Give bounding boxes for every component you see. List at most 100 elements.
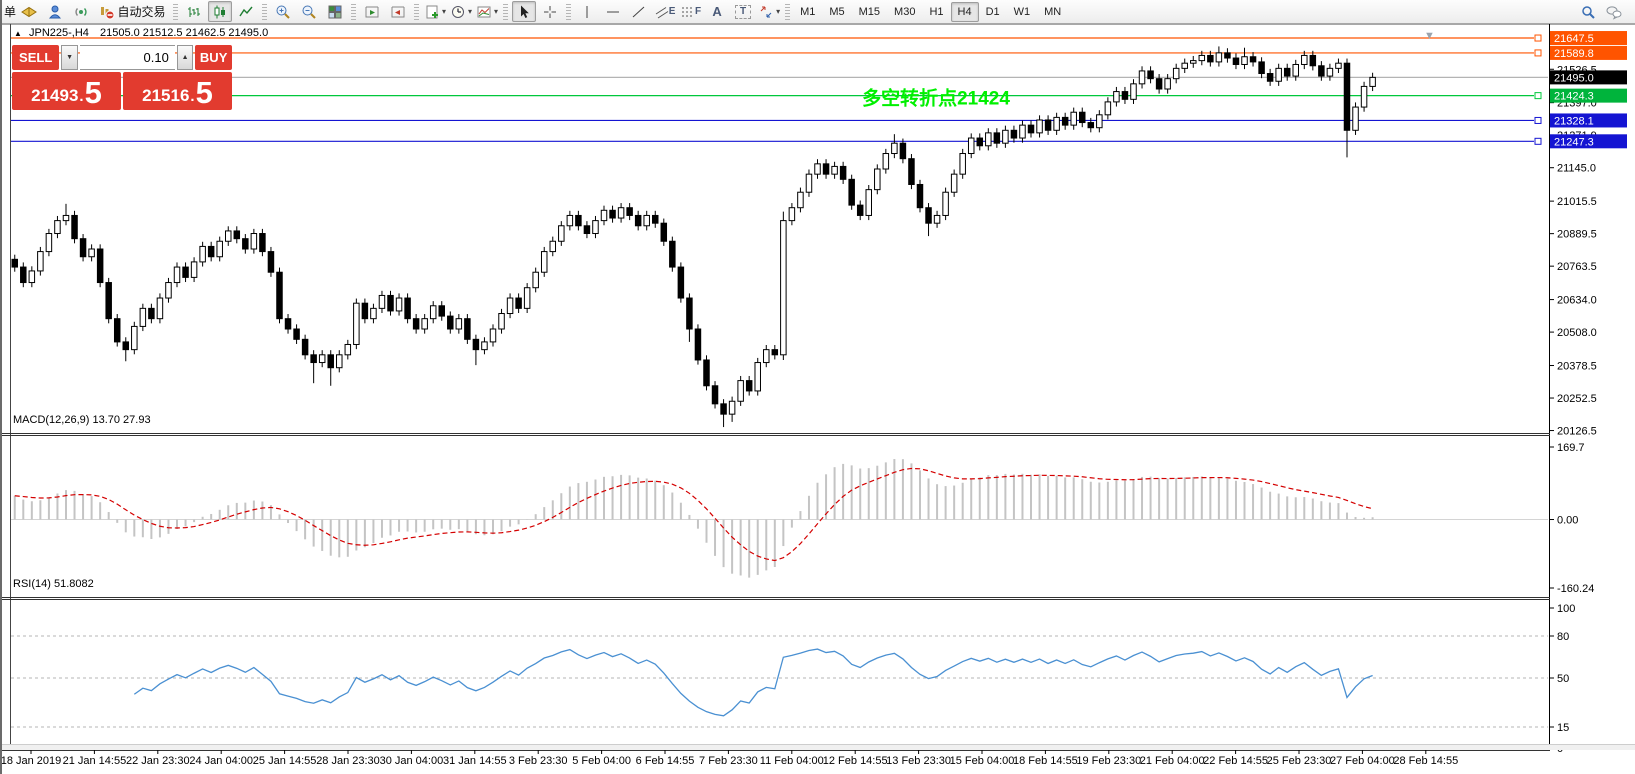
macd-tick-label: 0.00	[1557, 515, 1578, 527]
volume-up-icon: ▲	[181, 54, 189, 61]
annotation-text[interactable]: 多空转折点21424	[862, 87, 1010, 110]
text-button[interactable]: A	[705, 1, 729, 22]
level-marker[interactable]	[1534, 34, 1542, 42]
signal-button[interactable]	[69, 1, 93, 22]
level-marker[interactable]	[1534, 49, 1542, 57]
candle-body	[575, 214, 582, 227]
periods-button[interactable]: ▾	[449, 1, 473, 22]
timeframe-h1[interactable]: H1	[929, 5, 944, 18]
templates-icon	[476, 4, 492, 20]
chart-shift-icon	[390, 4, 406, 20]
candle-body	[1352, 106, 1359, 131]
templates-button[interactable]: ▾	[475, 1, 499, 22]
chart-shift-button[interactable]	[386, 1, 410, 22]
chart-header: ▲ JPN225-,H4 21505.0 21512.5 21462.5 214…	[14, 27, 268, 39]
candle-body	[1070, 111, 1077, 126]
candle-body	[754, 362, 761, 392]
timeframe-w1[interactable]: W1	[1013, 5, 1031, 18]
zoom-out-button[interactable]	[297, 1, 321, 22]
time-label: 21 Feb 04:00	[1140, 755, 1205, 767]
candle-body	[1369, 76, 1376, 87]
timeframe-mn[interactable]: MN	[1044, 5, 1062, 18]
level-marker[interactable]	[1534, 116, 1542, 124]
candle-body	[720, 403, 727, 415]
timeframe-h4[interactable]: H4	[950, 1, 979, 22]
text-label-button[interactable]: T	[731, 1, 755, 22]
buy-button[interactable]: BUY	[195, 45, 232, 70]
zoom-in-button[interactable]	[271, 1, 295, 22]
candle-body	[1172, 67, 1180, 80]
candle-body	[1198, 54, 1206, 62]
candle-body	[1164, 78, 1171, 90]
bar-chart-button[interactable]	[182, 1, 206, 22]
candle-body	[1155, 78, 1163, 90]
candle-body	[284, 318, 292, 330]
timeframe-m15[interactable]: M15	[858, 5, 881, 18]
candle-body	[173, 266, 181, 284]
arrows-button[interactable]: ▾	[757, 1, 781, 22]
scroll-to-end-arrow[interactable]: ▼	[1424, 30, 1435, 42]
line-chart-icon	[238, 4, 254, 20]
level-marker[interactable]	[1534, 137, 1542, 145]
time-label: 31 Jan 14:55	[443, 755, 507, 767]
tile-windows-button[interactable]	[323, 1, 347, 22]
trendline-button[interactable]	[627, 1, 651, 22]
candle-body	[361, 302, 369, 320]
buy-price-display[interactable]: 21516 . 5	[123, 72, 232, 110]
volume-down-button[interactable]: ▼	[61, 45, 78, 70]
candle-body	[583, 225, 591, 235]
candle-body	[293, 328, 300, 340]
candle-body	[472, 338, 480, 351]
price-level-label-bg	[1550, 45, 1627, 60]
candle-body	[959, 153, 966, 175]
sell-price-display[interactable]: 21493 . 5	[12, 72, 121, 110]
candle-body	[438, 305, 445, 317]
crosshair-button[interactable]	[538, 1, 562, 22]
cursor-button[interactable]	[512, 1, 537, 22]
horizontal-line-button[interactable]	[601, 1, 625, 22]
candle-body	[1207, 54, 1214, 63]
candle-body	[814, 163, 821, 175]
candle-body	[1335, 62, 1342, 69]
one-click-collapse-icon[interactable]: ▲	[14, 29, 22, 38]
sell-button[interactable]: SELL	[12, 45, 60, 70]
auto-trading-icon	[99, 4, 115, 20]
candle-body	[1079, 111, 1086, 124]
level-marker[interactable]	[1534, 92, 1542, 100]
market-watch-button[interactable]	[43, 1, 67, 22]
candle-body	[805, 173, 813, 193]
search-button[interactable]	[1576, 1, 1600, 22]
candle-body	[925, 207, 932, 224]
fibonacci-button[interactable]: F	[679, 1, 703, 22]
candle-body	[1019, 124, 1026, 139]
auto-scroll-button[interactable]	[360, 1, 384, 22]
timeframe-m1[interactable]: M1	[800, 5, 816, 18]
new-order-button[interactable]	[17, 1, 41, 22]
price-level-label: 21328.1	[1554, 115, 1594, 127]
candlestick-chart-button[interactable]	[208, 1, 233, 22]
candle-body	[1138, 70, 1146, 85]
volume-input[interactable]	[79, 45, 175, 70]
timeframe-m5[interactable]: M5	[829, 5, 845, 18]
indicators-button[interactable]: ▾	[423, 1, 447, 22]
rsi-tick-label: 80	[1557, 631, 1569, 643]
tile-windows-icon	[327, 4, 343, 20]
timeframe-d1[interactable]: D1	[985, 5, 1000, 18]
chart-plot[interactable]: 多空转折点2142421526.521397.021271.921145.021…	[2, 24, 1635, 768]
bar-chart-icon	[186, 4, 202, 20]
candle-body	[199, 245, 206, 263]
auto-trading-button[interactable]: 自动交易	[95, 1, 169, 22]
indicators-caret-icon: ▾	[442, 7, 447, 16]
timeframe-m30[interactable]: M30	[894, 5, 916, 18]
line-chart-button[interactable]	[234, 1, 258, 22]
price-level-label: 21589.8	[1554, 48, 1594, 60]
vertical-line-button[interactable]	[575, 1, 599, 22]
time-label: 6 Feb 14:55	[636, 755, 695, 767]
candle-body	[882, 153, 890, 170]
status-bar	[2, 744, 1635, 750]
volume-up-button[interactable]: ▲	[176, 45, 194, 70]
chat-button[interactable]	[1602, 1, 1626, 22]
candle-body	[1258, 61, 1265, 75]
chart-background	[2, 24, 1635, 768]
equidistant-channel-button[interactable]: E	[653, 1, 677, 22]
